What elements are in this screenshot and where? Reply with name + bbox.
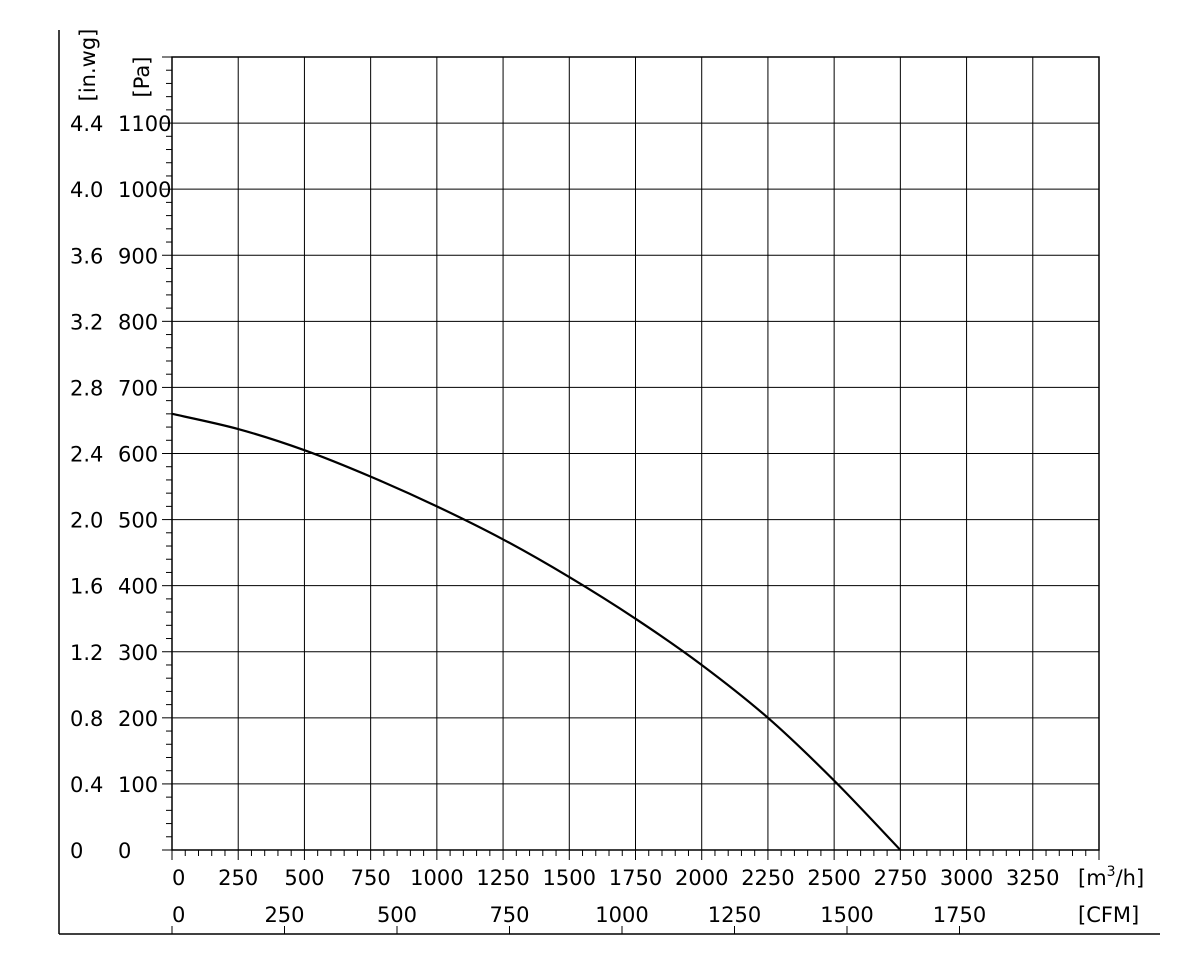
x-tick-label-m3h: 2500 [807,866,860,890]
x-tick-label-cfm: 1500 [820,903,873,927]
y-tick-label-pa: 500 [118,509,158,533]
x-unit-label-m3h-sup: 3 [1107,864,1116,880]
x-tick-label-cfm: 750 [489,903,529,927]
y-tick-label-pa: 400 [118,575,158,599]
x-tick-label-m3h: 500 [284,866,324,890]
y-tick-label-inwg: 3.2 [70,310,103,334]
y-tick-label-pa: 0 [118,839,131,863]
plot-frame [58,30,1160,935]
y-tick-label-pa: 100 [118,773,158,797]
y-unit-label-pa: [Pa] [130,57,154,98]
x-axis-labels: 0 250 500 750 1000 1250 1500 1750 2000 2250 2500 27… [171,866,1060,934]
x-unit-label-m3h-base: [m [1078,866,1107,890]
y-tick-label-pa: 300 [118,641,158,665]
x-tick-label-m3h: 0 [172,866,185,890]
y-tick-label-pa: 1000 [118,178,171,202]
y-tick-label-inwg: 0 [70,839,83,863]
y-tick-label-inwg: 0.4 [70,773,103,797]
x-tick-label-m3h: 1500 [543,866,596,890]
x-tick-label-cfm: 1000 [595,903,648,927]
y-tick-label-pa: 1100 [118,112,171,136]
y-tick-label-inwg: 1.6 [70,575,103,599]
y-tick-label-pa: 900 [118,244,158,268]
y-tick-label-inwg: 0.8 [70,707,103,731]
y-axis-labels: 0 0 100 0.4 200 0.8 300 1.2 400 1.6 500 2.0 600 2.4 70… [70,112,171,863]
x-tick-label-cfm: 0 [172,903,185,927]
plot-area-border [171,56,1100,851]
minor-ticks [162,56,1100,860]
x-tick-label-m3h: 3250 [1006,866,1059,890]
y-tick-label-pa: 600 [118,443,158,467]
y-tick-label-inwg: 4.4 [70,112,103,136]
x-tick-label-m3h: 750 [351,866,391,890]
y-tick-label-inwg: 4.0 [70,178,103,202]
y-tick-label-pa: 800 [118,310,158,334]
y-tick-label-inwg: 1.2 [70,641,103,665]
x-tick-label-m3h: 2000 [675,866,728,890]
x-unit-label-cfm: [CFM] [1078,903,1139,927]
performance-curve [171,412,902,851]
y-tick-label-pa: 200 [118,707,158,731]
x-tick-label-cfm: 500 [377,903,417,927]
x-unit-label-m3h: [m3/h] [1078,864,1144,890]
x-tick-label-cfm: 1250 [708,903,761,927]
y-tick-label-inwg: 2.0 [70,509,103,533]
y-tick-label-inwg: 2.8 [70,376,103,400]
horizontal-gridlines [172,122,1099,785]
y-unit-label-inwg: [in.wg] [76,29,100,102]
x-tick-label-cfm: 1750 [933,903,986,927]
x-tick-label-m3h: 2750 [874,866,927,890]
x-tick-label-m3h: 1000 [410,866,463,890]
x-tick-label-m3h: 250 [218,866,258,890]
x-unit-label-m3h-suffix: /h] [1116,866,1145,890]
x-tick-label-m3h: 1250 [476,866,529,890]
x-tick-label-m3h: 2250 [741,866,794,890]
x-tick-label-m3h: 1750 [609,866,662,890]
x-tick-label-m3h: 3000 [940,866,993,890]
y-tick-label-inwg: 3.6 [70,244,103,268]
y-tick-label-inwg: 2.4 [70,443,103,467]
x-tick-label-cfm: 250 [264,903,304,927]
y-tick-label-pa: 700 [118,376,158,400]
